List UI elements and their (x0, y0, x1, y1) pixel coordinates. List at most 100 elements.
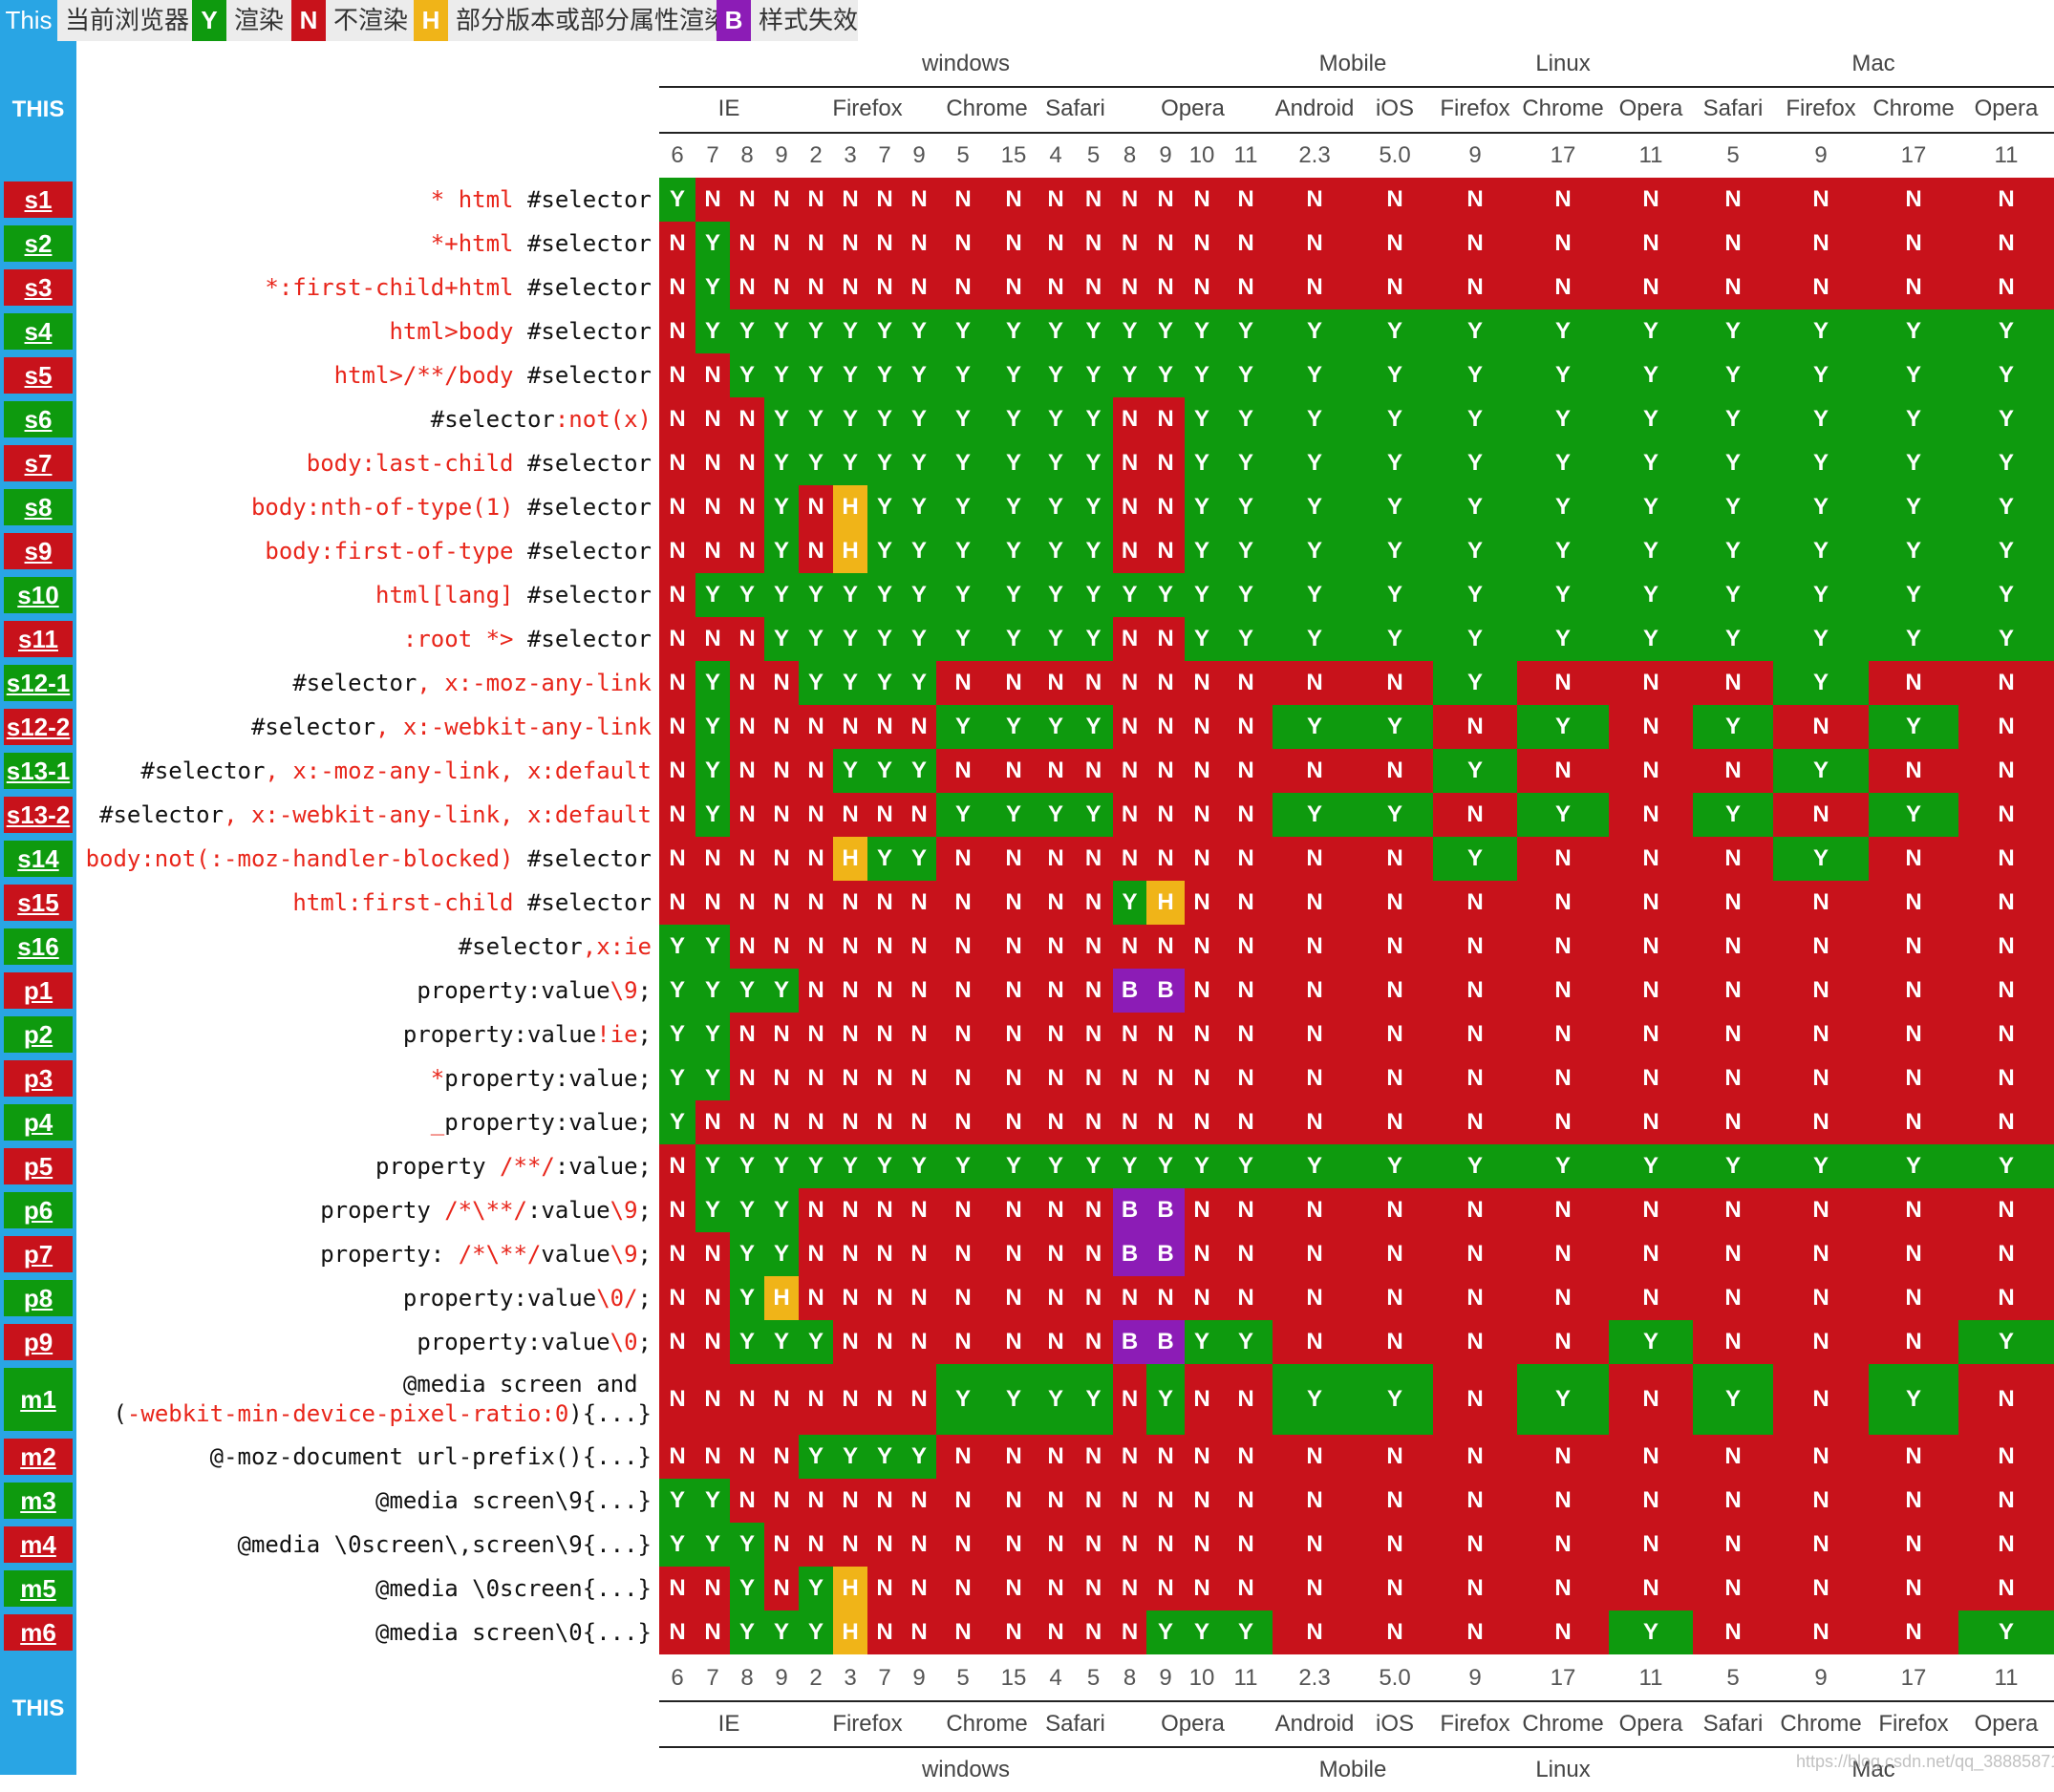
row-id-link[interactable]: s13-2 (4, 797, 73, 833)
code-token: #selector (513, 362, 652, 389)
status-cell-y: Y (1693, 573, 1773, 617)
status-cell-y: Y (867, 661, 902, 705)
row-id-link[interactable]: s4 (4, 313, 73, 350)
status-cell-n: N (799, 1276, 833, 1320)
side-this-top[interactable]: THIS (0, 41, 76, 178)
row-id-link[interactable]: s12-2 (4, 709, 73, 745)
status-cell-n: N (1609, 793, 1693, 837)
status-cell-n: N (1146, 793, 1185, 837)
row-id-link[interactable]: s11 (4, 621, 73, 657)
status-cell-n: N (1869, 1013, 1958, 1056)
code-line: property /*\**/:value\9; (80, 1188, 652, 1232)
status-cell-y: Y (936, 1144, 990, 1188)
status-cell-y: Y (659, 925, 695, 969)
status-cell-y: Y (1074, 397, 1113, 441)
status-cell-y: Y (936, 441, 990, 485)
code-hack-token: \9 (610, 1241, 638, 1268)
status-cell-y: Y (936, 705, 990, 749)
row-id-link[interactable]: p3 (4, 1060, 73, 1097)
row-id-link[interactable]: s6 (4, 401, 73, 437)
row-id-link[interactable]: s7 (4, 445, 73, 481)
row-id-link[interactable]: s8 (4, 489, 73, 525)
row-id-link[interactable]: m6 (4, 1614, 73, 1651)
status-cell-n: N (799, 705, 833, 749)
status-cell-y: Y (730, 1567, 764, 1611)
row-id-link[interactable]: m3 (4, 1483, 73, 1519)
status-cell-n: N (1517, 1276, 1609, 1320)
row-id-link[interactable]: s15 (4, 885, 73, 921)
status-cell-n: N (936, 266, 990, 309)
version-header: 17 (1900, 142, 1927, 168)
row-id-link[interactable]: s3 (4, 269, 73, 306)
status-cell-y: Y (902, 353, 936, 397)
status-cell-y: Y (695, 705, 730, 749)
row-id-link[interactable]: s9 (4, 533, 73, 569)
status-cell-y: Y (1869, 397, 1958, 441)
row-id-link[interactable]: s2 (4, 225, 73, 262)
status-cell-y: Y (1219, 485, 1273, 529)
status-cell-n: N (1113, 1567, 1146, 1611)
status-cell-n: N (1146, 837, 1185, 881)
status-cell-n: N (659, 881, 695, 925)
status-cell-n: N (1038, 222, 1074, 266)
status-cell-y: Y (1113, 573, 1146, 617)
status-cell-n: N (1517, 178, 1609, 222)
browser-header-opera: Opera (1618, 96, 1683, 121)
status-cell-n: N (1869, 1523, 1958, 1567)
row-id-link[interactable]: m1 (4, 1368, 73, 1431)
row-id-link[interactable]: p6 (4, 1192, 73, 1228)
status-cell-n: N (1517, 1611, 1609, 1654)
row-id-link[interactable]: p7 (4, 1236, 73, 1272)
status-cell-y: Y (764, 1144, 799, 1188)
row-id-link[interactable]: m2 (4, 1439, 73, 1475)
version-header: 4 (1049, 142, 1062, 168)
row-id-link[interactable]: m5 (4, 1570, 73, 1607)
row-id-link[interactable]: s13-1 (4, 753, 73, 789)
status-cell-h: H (833, 837, 867, 881)
legend-y-swatch: Y (192, 0, 226, 41)
status-cell-y: Y (1958, 573, 2054, 617)
row-id-link[interactable]: p9 (4, 1324, 73, 1360)
row-id-link[interactable]: s14 (4, 841, 73, 877)
status-cell-n: N (1038, 925, 1074, 969)
side-this-bottom[interactable]: THIS (0, 1685, 76, 1733)
browser-footer-firefox: Firefox (832, 1711, 903, 1737)
status-cell-n: N (1609, 1479, 1693, 1523)
row-id-link[interactable]: p2 (4, 1016, 73, 1053)
legend-this[interactable]: This (0, 0, 57, 41)
status-cell-y: Y (990, 397, 1038, 441)
row-id-link[interactable]: s16 (4, 928, 73, 965)
row-id-link[interactable]: s12-1 (4, 665, 73, 701)
status-cell-n: N (1113, 793, 1146, 837)
row-id-link[interactable]: m4 (4, 1526, 73, 1563)
status-cell-n: N (799, 1232, 833, 1276)
status-cell-n: N (833, 793, 867, 837)
status-cell-n: N (990, 1100, 1038, 1144)
status-cell-n: N (1433, 1100, 1517, 1144)
row-id-link[interactable]: p1 (4, 972, 73, 1009)
version-header: 5 (956, 142, 970, 168)
status-cell-y: Y (799, 1320, 833, 1364)
row-id-link[interactable]: p5 (4, 1148, 73, 1184)
status-cell-n: N (902, 1013, 936, 1056)
status-cell-n: N (1146, 222, 1185, 266)
row-id-link[interactable]: p4 (4, 1104, 73, 1141)
row-id-link[interactable]: s1 (4, 181, 73, 218)
browser-footer-opera: Opera (1161, 1711, 1225, 1737)
row-id-link[interactable]: s5 (4, 357, 73, 394)
status-cell-n: N (1146, 1435, 1185, 1479)
status-cell-y: Y (1693, 1364, 1773, 1435)
code-token: @-moz-document url-prefix(){...} (209, 1443, 652, 1470)
row-id-link[interactable]: p8 (4, 1280, 73, 1316)
status-cell-y: Y (730, 1611, 764, 1654)
status-cell-n: N (730, 661, 764, 705)
status-cell-y: Y (1113, 353, 1146, 397)
status-cell-n: N (1773, 1567, 1869, 1611)
status-cell-n: N (1773, 925, 1869, 969)
status-cell-y: Y (1185, 397, 1219, 441)
row-code: *+html #selector (80, 222, 659, 266)
row-id-link[interactable]: s10 (4, 577, 73, 613)
status-cell-n: N (695, 881, 730, 925)
status-cell-n: N (833, 222, 867, 266)
status-cell-y: Y (833, 1435, 867, 1479)
